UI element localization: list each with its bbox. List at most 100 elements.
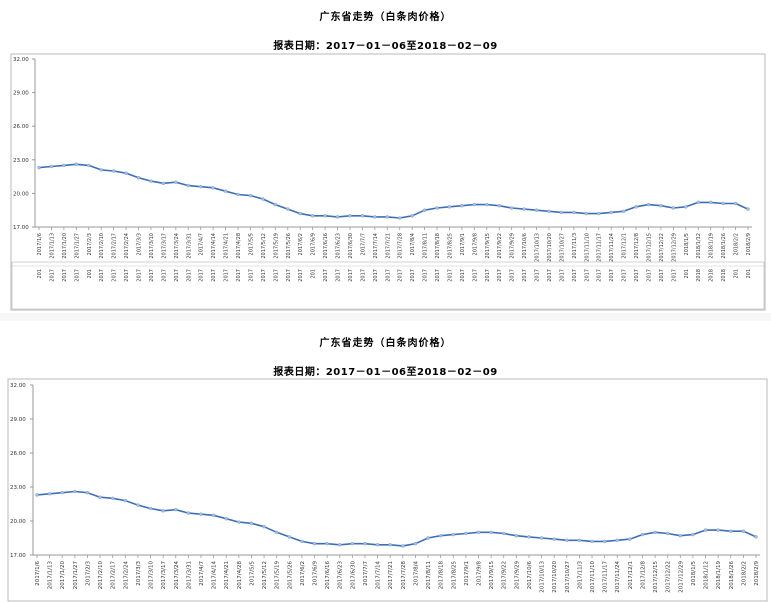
x-tick-label: 2017/5/19 [273, 233, 279, 259]
x-tick-label: 2017/3/3 [136, 561, 142, 586]
lower-tick-label: 2017 [398, 269, 404, 282]
x-tick-label: 2017/3/31 [186, 233, 192, 259]
x-tick-label: 2017/9/29 [514, 561, 520, 590]
data-point [375, 543, 380, 547]
lower-tick-label: 2017 [199, 269, 205, 282]
data-point [136, 503, 140, 507]
data-point [696, 200, 700, 205]
lower-tick-label: 2017 [124, 269, 130, 282]
x-tick-label: 2017/3/3 [137, 233, 143, 255]
x-tick-label: 2017/7/14 [376, 561, 382, 590]
data-point [684, 205, 688, 209]
data-point [124, 171, 128, 175]
lower-tick-label: 201 [746, 269, 752, 279]
lower-tick-label: 2017 [236, 269, 242, 282]
x-tick-label: 2017/6/2 [298, 233, 304, 255]
lower-tick-label: 2017 [547, 269, 553, 282]
data-point [99, 168, 103, 172]
x-tick-label: 2017/8/4 [410, 233, 416, 255]
x-tick-label: 2017/2/17 [111, 561, 117, 590]
data-point [547, 209, 551, 214]
x-tick-label: 2017/5/19 [275, 561, 281, 590]
data-point [261, 197, 265, 201]
lower-tick-label: 2017 [447, 269, 453, 282]
lower-label-box [11, 261, 765, 310]
data-point [401, 544, 405, 548]
data-point [385, 215, 390, 219]
lower-tick-label: 2018 [721, 269, 727, 282]
x-tick-label: 2017/9/29 [510, 233, 516, 259]
lower-tick-label: 2017 [261, 269, 267, 282]
x-tick-label: 2017/9/22 [502, 561, 508, 589]
data-point [249, 521, 254, 526]
x-tick-label: 2017/6/9 [313, 561, 319, 586]
data-point [35, 493, 39, 497]
data-point [335, 215, 340, 219]
lower-tick-label: 201 [87, 269, 93, 279]
x-tick-label: 2017/7/7 [360, 233, 366, 255]
x-tick-label: 2017/2/24 [123, 561, 129, 590]
x-tick-label: 2017/4/28 [236, 233, 242, 259]
x-tick-label: 2017/8/18 [435, 233, 441, 259]
x-tick-label: 2017/9/8 [472, 233, 478, 255]
lower-tick-label: 201 [734, 269, 740, 279]
data-point [87, 163, 91, 168]
data-point [74, 162, 79, 167]
x-tick-label: 2017/6/30 [348, 233, 354, 259]
data-point [237, 520, 241, 524]
data-point [609, 210, 613, 215]
data-point [451, 532, 456, 537]
x-tick-label: 2018/1/12 [704, 561, 710, 589]
lower-tick-label: 2017 [522, 269, 528, 282]
x-tick-label: 2017/11/17 [597, 233, 603, 262]
x-tick-label: 2017/8/25 [447, 233, 453, 259]
data-point [298, 211, 302, 216]
x-tick-label: 2017/3/31 [186, 561, 192, 589]
data-point [325, 541, 329, 546]
data-point [640, 532, 645, 537]
data-point [501, 531, 506, 536]
x-tick-label: 2017/10/20 [547, 233, 553, 262]
data-point [754, 535, 758, 539]
data-point [514, 533, 519, 538]
x-tick-label: 2017/3/10 [149, 561, 155, 590]
x-tick-label: 2017/7/28 [398, 233, 404, 259]
x-tick-label: 2018/1/19 [716, 561, 722, 590]
lower-tick-label: 2017 [336, 269, 342, 282]
data-point [60, 490, 64, 495]
data-point [199, 512, 203, 516]
lower-tick-label: 2017 [597, 269, 603, 282]
x-tick-label: 2017/1/13 [48, 561, 54, 590]
data-point [413, 541, 418, 546]
lower-tick-label: 201 [684, 269, 690, 279]
data-point [186, 183, 191, 188]
chart-subtitle: 报表日期：2017－01－06至2018－02－09 [273, 367, 498, 378]
x-tick-label: 2017/11/24 [609, 233, 615, 262]
chart-frame [10, 53, 766, 311]
x-tick-label: 2017/12/22 [659, 233, 665, 262]
x-tick-label: 2017/6/2 [300, 561, 306, 586]
x-tick-label: 2017/12/29 [678, 561, 684, 593]
x-tick-label: 2017/11/3 [577, 561, 583, 590]
x-tick-label: 2017/5/5 [248, 233, 254, 255]
y-tick-label: 23.00 [10, 485, 26, 491]
data-point [300, 539, 304, 544]
lower-tick-label: 2017 [460, 269, 466, 282]
data-point [602, 539, 607, 544]
data-point [539, 536, 544, 540]
data-point [426, 536, 430, 540]
chart-frame [7, 378, 768, 602]
data-point [161, 509, 165, 513]
data-point [691, 532, 695, 537]
data-point [363, 541, 367, 546]
x-tick-label: 2017/11/3 [572, 233, 578, 259]
y-tick-label: 17.00 [10, 553, 26, 559]
lower-tick-label: 2017 [510, 269, 516, 282]
lower-tick-label: 2017 [622, 269, 628, 282]
data-point [373, 215, 377, 219]
lower-tick-label: 2017 [572, 269, 578, 282]
lower-tick-label: 2017 [49, 269, 55, 282]
data-point [236, 192, 240, 197]
data-point [360, 214, 365, 218]
lower-tick-label: 2017 [161, 269, 167, 282]
